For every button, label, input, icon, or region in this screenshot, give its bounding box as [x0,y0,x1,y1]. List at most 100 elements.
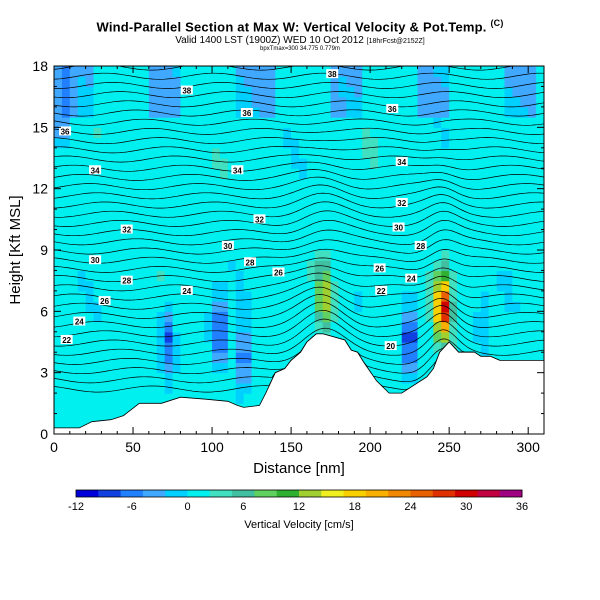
velocity-cell [251,229,261,241]
velocity-cell [219,290,229,302]
velocity-cell [283,352,292,364]
velocity-cell [125,280,134,292]
velocity-cell [441,219,450,231]
velocity-cell [346,321,355,333]
theta-label: 26 [272,267,285,277]
velocity-cell [520,280,529,292]
velocity-cell [520,342,529,353]
velocity-cell [409,239,419,251]
theta-label-text: 38 [328,70,337,79]
velocity-cell [370,168,379,180]
velocity-cell [330,219,340,231]
velocity-cell [117,372,126,384]
velocity-cell [227,219,237,231]
velocity-cell [457,290,466,302]
velocity-cell [472,66,482,77]
velocity-cell [188,188,197,200]
velocity-cell [54,321,63,333]
velocity-cell [54,352,63,364]
velocity-cell [180,352,189,364]
velocity-cell [314,178,324,190]
velocity-cell [101,66,110,77]
velocity-cell [93,331,103,343]
velocity-cell [314,158,324,169]
velocity-cell [346,209,355,220]
velocity-cell [101,188,110,200]
velocity-cell [306,301,316,312]
velocity-cell [77,147,87,159]
velocity-cell [362,127,371,139]
velocity-cell [69,137,79,149]
velocity-cell [449,331,458,343]
velocity-cell [314,290,324,302]
velocity-cell [512,352,521,364]
velocity-cell [338,66,348,77]
velocity-cell [480,158,490,169]
theta-label-bg [89,255,102,265]
velocity-cell [306,137,316,149]
velocity-cell [117,239,126,251]
velocity-cell [227,76,237,88]
velocity-cell [77,219,87,231]
velocity-cell [346,280,355,292]
velocity-cell [306,198,316,210]
velocity-cell [212,147,221,159]
velocity-cell [259,270,268,282]
velocity-cell [314,106,324,118]
velocity-cell [275,198,284,210]
velocity-cell [125,250,134,261]
velocity-cell [322,198,332,210]
velocity-cell [188,311,197,323]
velocity-cell [346,168,355,180]
velocity-cell [251,382,261,394]
velocity-cell [275,106,284,118]
velocity-cell [196,239,205,251]
velocity-cell [433,260,442,272]
velocity-cell [54,331,63,343]
velocity-cell [299,301,308,312]
velocity-cell [441,178,450,190]
velocity-cell [393,331,403,343]
velocity-cell [235,290,245,302]
theta-label: 24 [405,273,418,284]
velocity-cell [322,147,332,159]
velocity-cell [164,117,174,128]
velocity-cell [117,106,126,118]
velocity-cell [417,106,427,118]
velocity-cell [196,372,205,384]
velocity-cell [148,311,158,323]
velocity-cell [425,219,434,231]
velocity-cell [393,321,403,333]
velocity-cell [283,86,292,98]
velocity-cell [148,393,158,404]
velocity-cell [291,198,300,210]
velocity-cell [164,331,174,343]
velocity-cell [54,168,63,180]
velocity-cell [306,239,316,251]
velocity-cell [457,96,466,108]
velocity-cell [378,76,387,88]
velocity-cell [267,127,276,139]
velocity-cell [401,147,411,159]
terrain-mask [54,333,544,434]
velocity-cell [449,250,458,261]
velocity-cell [243,198,253,210]
velocity-cell [275,76,284,88]
velocity-cell [322,301,332,312]
velocity-cell [212,86,221,98]
velocity-cell [93,311,103,323]
velocity-cell [370,229,379,241]
theta-label-text: 36 [388,105,397,114]
velocity-cell [180,311,189,323]
velocity-cell [235,260,245,272]
velocity-cell [480,147,490,159]
velocity-cell [196,96,205,108]
velocity-cell [188,137,197,149]
velocity-cell [346,250,355,261]
velocity-cell [101,147,110,159]
velocity-cell [243,290,253,302]
velocity-cell [204,301,213,312]
velocity-cell [425,96,434,108]
velocity-cell [251,76,261,88]
velocity-cell [425,301,434,312]
